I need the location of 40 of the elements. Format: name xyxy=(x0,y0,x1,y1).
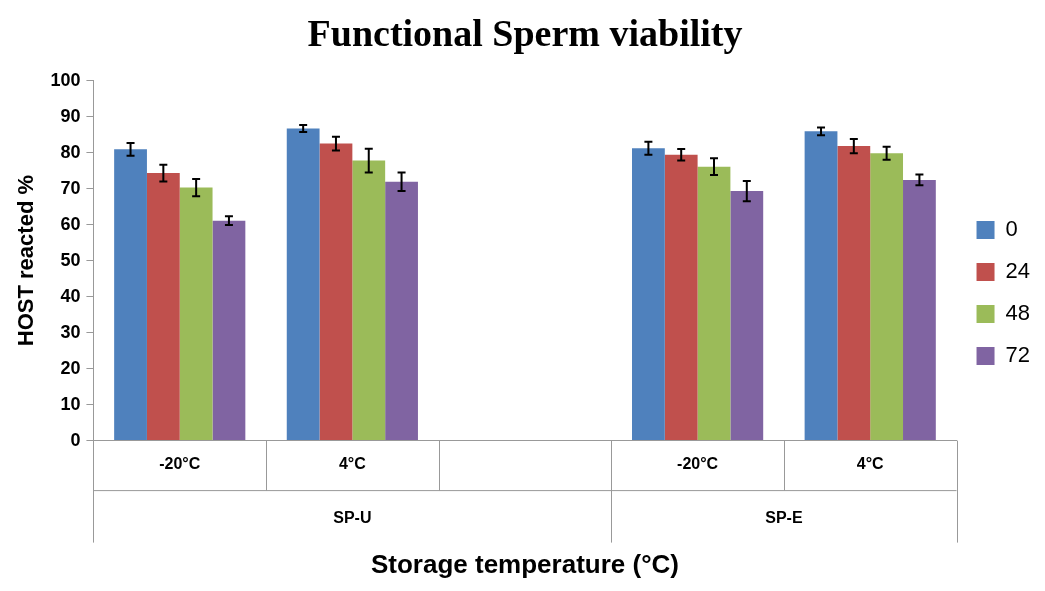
y-tick-label: 40 xyxy=(60,285,81,306)
bar xyxy=(352,160,386,441)
y-tick-label: 30 xyxy=(60,321,81,342)
y-tick-label: 50 xyxy=(60,249,81,270)
bar xyxy=(664,154,698,441)
text: SP-U xyxy=(333,509,372,527)
y-tick-label: 60 xyxy=(60,213,81,234)
bar xyxy=(870,153,904,441)
bar xyxy=(212,220,246,441)
y-tick-label: 100 xyxy=(50,69,81,90)
bar xyxy=(903,179,936,441)
x-axis-title: Storage temperature (°C) xyxy=(370,548,679,579)
bar xyxy=(179,187,213,441)
y-tick-label: 10 xyxy=(60,393,81,414)
y-tick-label: 70 xyxy=(60,177,81,198)
bar xyxy=(286,128,320,441)
bar xyxy=(804,131,838,441)
text: SP-E xyxy=(765,509,803,527)
x-tick-label: 4°C xyxy=(338,454,367,472)
x-tick-label: -20°C xyxy=(159,454,201,472)
y-tick-label: 0 xyxy=(70,429,81,450)
x-tick-label: 4°C xyxy=(856,454,885,472)
y-tick-label: 80 xyxy=(60,141,81,162)
y-axis-title: HOST reacted % xyxy=(13,175,39,347)
legend-label: 72 xyxy=(1005,342,1031,368)
bar xyxy=(319,143,353,441)
legend-label: 24 xyxy=(1005,258,1031,284)
y-tick-label: 90 xyxy=(60,105,81,126)
bar xyxy=(114,149,147,441)
bar xyxy=(146,173,180,441)
legend-label: 0 xyxy=(1005,216,1018,242)
y-tick-label: 20 xyxy=(60,357,81,378)
bar xyxy=(697,166,731,441)
bar xyxy=(385,181,418,441)
bar xyxy=(730,191,764,441)
legend-label: 48 xyxy=(1005,300,1031,326)
chart-title: Functional Sperm viability xyxy=(307,11,743,54)
bar xyxy=(632,148,665,441)
x-tick-label: -20°C xyxy=(677,454,719,472)
bar xyxy=(837,146,871,441)
